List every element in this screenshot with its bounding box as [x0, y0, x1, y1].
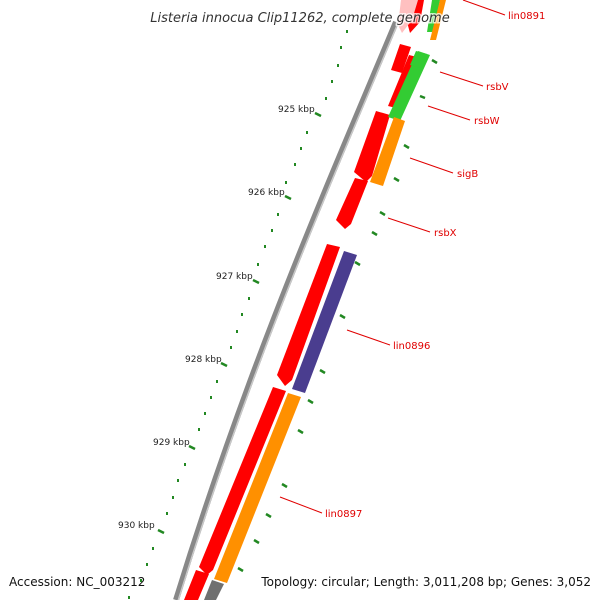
scale-label-929: 929 kbp	[153, 438, 190, 448]
scale-label-928: 928 kbp	[185, 355, 222, 365]
callout-lines	[279, 0, 506, 514]
scale-label-927: 927 kbp	[216, 272, 253, 282]
backbone-highlight	[177, 22, 399, 600]
forward-cds-track	[184, 0, 424, 600]
green-feature	[388, 51, 430, 121]
gene-label-rsbW: rsbW	[474, 116, 500, 127]
gene-label-sigB: sigB	[457, 169, 478, 180]
forward-cds-feature	[277, 244, 340, 386]
gene-label-lin0896: lin0896	[393, 341, 430, 352]
backbone-track	[173, 20, 399, 600]
gene-label-rsbV: rsbV	[486, 82, 509, 93]
map-title: Listeria innocua Clip11262, complete gen…	[150, 11, 449, 26]
forward-cds-feature	[336, 178, 368, 229]
accession-text: Accession: NC_003212	[9, 575, 145, 589]
gene-label-lin0891: lin0891	[508, 11, 545, 22]
purple-feature	[292, 251, 357, 393]
forward-cds-feature	[184, 570, 209, 600]
outer-ticks	[237, 58, 438, 573]
orange-feature	[430, 0, 446, 40]
green-feature	[410, 51, 427, 68]
scale-label-926: 926 kbp	[248, 188, 285, 198]
scale-label-930: 930 kbp	[118, 521, 155, 531]
reverse-cds-track	[204, 0, 446, 600]
green-feature	[427, 0, 440, 32]
forward-cds-feature	[354, 111, 390, 182]
scale-label-925: 925 kbp	[278, 105, 315, 115]
gray-feature	[204, 580, 224, 600]
gene-label-lin0897: lin0897	[325, 509, 362, 520]
pink-feature	[398, 0, 418, 33]
forward-cds-feature	[391, 44, 411, 73]
genome-stats-text: Topology: circular; Length: 3,011,208 bp…	[260, 575, 591, 589]
gene-label-rsbX: rsbX	[434, 228, 457, 239]
scale-major-ticks	[157, 111, 322, 535]
orange-feature	[214, 393, 301, 583]
orange-feature	[370, 117, 405, 186]
forward-cds-feature	[199, 387, 286, 575]
scale-dots	[128, 30, 348, 599]
